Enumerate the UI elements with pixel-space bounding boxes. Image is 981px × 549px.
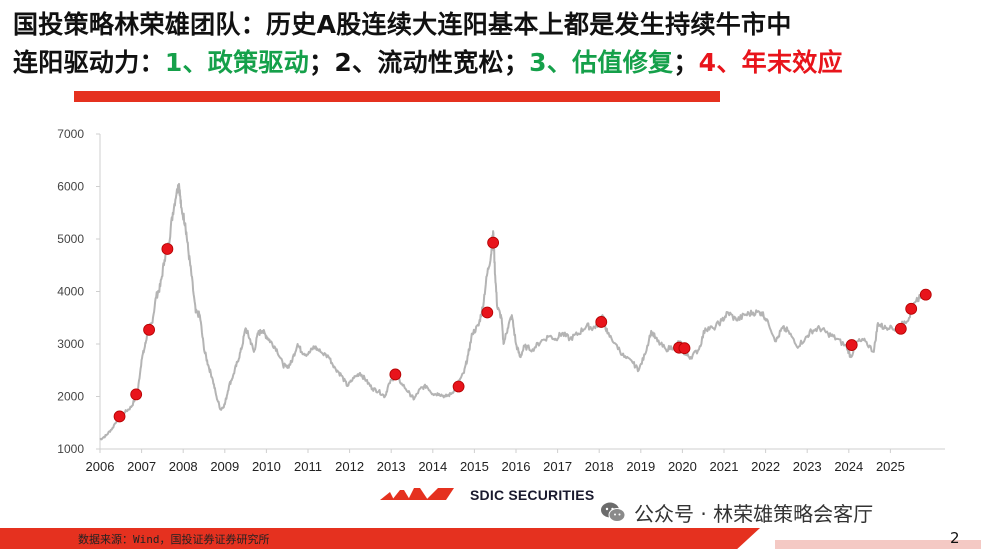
watermark: 公众号 · 林荣雄策略会客厅 [600,496,873,528]
wechat-icon [601,502,626,522]
x-tick-label: 2014 [418,459,447,474]
streak-marker [481,306,494,319]
streak-marker [595,316,608,328]
page-number: 2 [950,529,960,547]
streak-marker [487,236,500,249]
streak-marker [130,388,143,401]
title-underline-bar [74,91,720,102]
x-tick-label: 2009 [210,459,239,474]
separator: ； [309,48,335,77]
x-tick-label: 2013 [377,459,406,474]
title-line-1: 国投策略林荣雄团队：历史A股连续大连阳基本上都是发生持续牛市中 [13,10,792,39]
series-group [99,182,929,441]
x-tick-label: 2020 [668,459,697,474]
streak-marker [113,410,126,423]
y-tick-label: 3000 [57,337,84,351]
x-tick-label: 2011 [294,459,322,474]
y-tick-label: 6000 [57,180,84,194]
page-title: 国投策略林荣雄团队：历史A股连续大连阳基本上都是发生持续牛市中 连阳驱动力：1、… [13,6,973,82]
y-tick-label: 1000 [57,442,84,456]
separator: ； [673,48,699,77]
streak-marker [452,380,465,393]
y-tick-label: 2000 [57,390,84,404]
x-tick-label: 2021 [710,459,739,474]
driver-liquidity: 2、流动性宽松 [334,48,504,77]
x-tick-label: 2007 [127,459,156,474]
x-tick-label: 2016 [502,459,531,474]
x-tick-label: 2023 [793,459,822,474]
x-tick-label: 2024 [834,459,863,474]
data-source: 数据来源：Wind，国投证券证券研究所 [78,533,270,546]
streak-marker [894,322,907,335]
sdic-logo-icon [380,488,454,500]
x-tick-label: 2019 [626,459,655,474]
x-tick-label: 2017 [543,459,572,474]
driver-policy: 1、政策驱动 [164,48,310,77]
driver-valuation: 3、估值修复 [529,48,674,77]
streak-marker [919,288,932,301]
x-tick-label: 2010 [252,459,281,474]
x-tick-label: 2015 [460,459,489,474]
y-tick-label: 4000 [57,285,84,299]
x-tick-label: 2022 [751,459,780,474]
x-tick-label: 2025 [876,459,905,474]
y-axis: 1000 2000 3000 4000 5000 6000 7000 [57,127,101,456]
x-tick-label: 2008 [169,459,198,474]
title-drivers-prefix: 连阳驱动力： [13,48,165,77]
driver-year-end: 4、年末效应 [698,48,843,77]
x-axis: 2006 2007 2008 2009 2010 2011 2012 2013 2014 2015… [86,448,945,474]
y-tick-label: 7000 [57,127,84,141]
streak-marker [143,323,155,336]
marker-group [113,236,932,423]
index-series-line [99,182,929,441]
streak-marker [389,368,402,381]
x-tick-label: 2018 [585,459,614,474]
title-line-2: 连阳驱动力：1、政策驱动；2、流动性宽松；3、估值修复；4、年末效应 [13,44,973,82]
footer-bar-accent [775,540,981,549]
y-tick-label: 5000 [57,232,84,246]
logo-text: SDIC SECURITIES [470,487,595,503]
footer-bar [0,528,760,549]
separator: ； [503,48,530,77]
streak-marker [905,302,918,315]
streak-marker [678,342,691,355]
x-tick-label: 2006 [86,459,115,474]
watermark-text: 公众号 · 林荣雄策略会客厅 [634,501,874,526]
streak-marker [845,339,858,351]
streak-marker [161,243,174,255]
x-tick-label: 2012 [335,459,364,474]
